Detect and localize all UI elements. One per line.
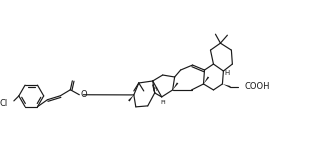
Text: Cl: Cl [0, 99, 8, 108]
Text: H: H [225, 70, 230, 76]
Text: O: O [80, 90, 87, 99]
Polygon shape [222, 84, 231, 88]
Polygon shape [203, 77, 209, 84]
Text: H̄: H̄ [160, 100, 165, 105]
Text: COOH: COOH [244, 82, 270, 91]
Text: H̄: H̄ [152, 87, 157, 92]
Polygon shape [128, 95, 134, 101]
Polygon shape [173, 82, 178, 90]
